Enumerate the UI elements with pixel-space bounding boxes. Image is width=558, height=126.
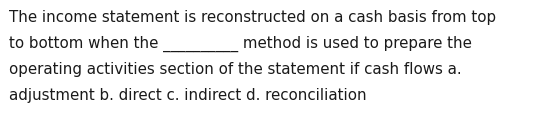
Text: operating activities section of the statement if cash flows a.: operating activities section of the stat…: [9, 62, 461, 77]
Text: The income statement is reconstructed on a cash basis from top: The income statement is reconstructed on…: [9, 10, 496, 25]
Text: to bottom when the __________ method is used to prepare the: to bottom when the __________ method is …: [9, 36, 472, 52]
Text: adjustment b. direct c. indirect d. reconciliation: adjustment b. direct c. indirect d. reco…: [9, 88, 367, 103]
